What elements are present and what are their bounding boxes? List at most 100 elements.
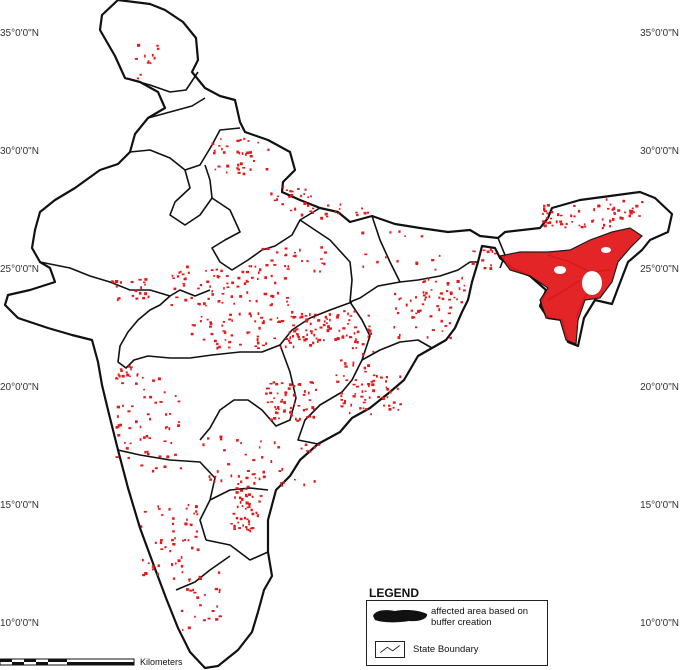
affected-point [386,387,389,391]
affected-point [274,406,277,409]
affected-point [543,210,547,213]
affected-point [217,275,221,278]
affected-point [285,189,288,191]
affected-point [326,215,329,218]
affected-point [245,270,249,274]
affected-point [156,44,159,47]
affected-point [446,283,450,286]
affected-point [193,591,197,594]
affected-point [439,292,443,295]
affected-point [134,289,138,293]
affected-point [230,523,233,525]
affected-point [216,346,219,350]
affected-point [130,367,132,371]
affected-point [255,511,258,514]
affected-point [188,578,191,581]
affected-point [385,380,387,383]
affected-point [157,564,160,568]
affected-point [166,455,170,459]
affected-point [273,264,277,266]
state-boundary [205,539,269,561]
affected-point [489,248,492,251]
affected-point [246,506,249,509]
affected-point [256,341,260,345]
affected-point [551,224,554,227]
affected-point [218,615,222,618]
affected-point [473,250,476,253]
affected-point [117,426,120,429]
affected-point [288,383,292,387]
affected-point [383,404,386,407]
affected-point [281,467,284,471]
affected-point [245,152,247,156]
affected-point [207,297,210,300]
affected-point [630,209,634,212]
affected-point [140,464,144,467]
affected-point [344,399,346,403]
affected-point [151,53,154,57]
affected-point [461,276,463,280]
affected-point [247,520,251,523]
affected-point [320,216,324,220]
affected-point [115,285,118,288]
affected-point [228,346,231,349]
affected-point [362,353,365,356]
affected-points [111,43,644,631]
affected-point [251,527,255,529]
affected-point [309,313,311,316]
affected-point [309,210,312,213]
affected-point [213,475,217,478]
affected-point [284,345,287,349]
affected-point [254,320,257,323]
affected-point [247,140,250,142]
affected-point [284,393,287,397]
affected-point [298,338,301,341]
affected-point [583,225,587,228]
affected-point [241,505,244,508]
affected-point [334,338,338,341]
affected-point [275,408,278,410]
affected-point [187,539,190,542]
affected-point [228,341,232,344]
affected-point [171,563,173,567]
affected-point [612,218,615,221]
affected-point [236,505,239,509]
affected-point [239,517,243,521]
affected-point [177,424,181,427]
affected-point [261,456,264,459]
affected-point [376,375,378,378]
affected-point [117,373,120,376]
affected-point [144,54,146,58]
affected-point [138,278,142,281]
affected-point [287,304,290,306]
affected-point [249,530,252,533]
affected-point [214,168,217,171]
affected-point [180,609,184,612]
affected-point [417,309,420,313]
affected-point [139,438,142,441]
affected-point [301,260,303,263]
affected-point [261,321,265,325]
affected-point [431,329,435,331]
affected-point [259,495,263,497]
affected-point [256,335,260,338]
affected-point [318,338,321,342]
affected-point [257,312,260,315]
state-boundary [129,127,241,171]
affected-point [265,392,268,395]
affected-point [345,379,349,381]
affected-point [393,326,396,329]
affected-point [545,221,547,224]
affected-point [290,193,294,197]
affected-point [448,298,451,301]
affected-point [140,286,142,289]
affected-point [146,61,150,64]
affected-point [245,501,249,505]
affected-point [629,210,633,214]
affected-point [316,340,319,343]
affected-point [287,265,290,268]
affected-point [342,402,346,405]
affected-point [175,296,179,299]
affected-point [192,588,194,592]
affected-point [340,405,344,408]
